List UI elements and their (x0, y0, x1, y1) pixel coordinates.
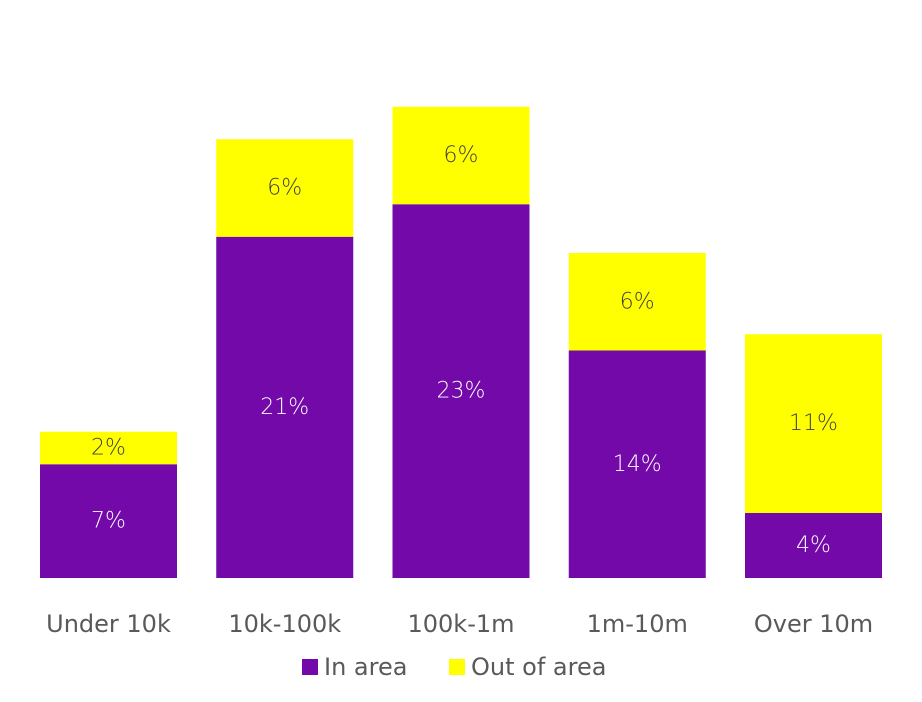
data-label-out-of-area-under-10k: 2% (91, 436, 126, 461)
bar-out-of-area-under-10k (40, 431, 177, 465)
bars-layer (40, 106, 882, 578)
legend-swatch-in-area (302, 659, 318, 675)
data-label-out-of-area-over-10m: 11% (789, 411, 838, 436)
bar-in-area-100k-1m (392, 204, 530, 578)
data-label-in-area-10k-100k: 21% (260, 395, 309, 420)
x-tick-label-100k-1m: 100k-1m (407, 610, 514, 638)
x-tick-label-1m-10m: 1m-10m (587, 610, 688, 638)
x-tick-label-under-10k: Under 10k (46, 610, 171, 638)
x-tick-label-10k-100k: 10k-100k (228, 610, 341, 638)
bar-out-of-area-1m-10m (568, 253, 706, 351)
bar-out-of-area-100k-1m (392, 106, 530, 205)
data-label-in-area-100k-1m: 23% (437, 379, 486, 404)
data-label-out-of-area-10k-100k: 6% (267, 176, 302, 201)
x-tick-label-over-10m: Over 10m (754, 610, 873, 638)
bar-in-area-over-10m (745, 513, 882, 578)
legend-label-out-of-area: Out of area (471, 653, 606, 681)
bar-in-area-1m-10m (568, 350, 706, 578)
data-label-in-area-over-10m: 4% (796, 533, 831, 558)
bar-out-of-area-10k-100k (216, 139, 354, 237)
legend: In area Out of area (302, 653, 606, 681)
bar-out-of-area-over-10m (745, 334, 882, 513)
data-label-out-of-area-100k-1m: 6% (444, 143, 479, 168)
bar-in-area-10k-100k (216, 236, 354, 578)
data-labels-layer: 7% 2% 21% 6% 23% 6% 14% 6% 4% 11% (91, 143, 838, 558)
legend-swatch-out-of-area (449, 659, 465, 675)
data-label-in-area-1m-10m: 14% (613, 452, 662, 477)
bar-in-area-under-10k (40, 464, 177, 578)
data-label-in-area-under-10k: 7% (91, 509, 126, 534)
x-axis-ticks: Under 10k 10k-100k 100k-1m 1m-10m Over 10m (46, 610, 873, 638)
legend-label-in-area: In area (324, 653, 407, 681)
data-label-out-of-area-1m-10m: 6% (620, 289, 655, 314)
